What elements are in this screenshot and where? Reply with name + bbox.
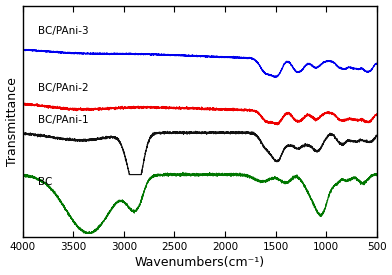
Text: BC/PAni-3: BC/PAni-3	[38, 26, 89, 36]
Text: BC: BC	[38, 177, 52, 187]
Text: BC/PAni-1: BC/PAni-1	[38, 115, 89, 125]
X-axis label: Wavenumbers(cm⁻¹): Wavenumbers(cm⁻¹)	[134, 257, 265, 269]
Text: BC/PAni-2: BC/PAni-2	[38, 83, 89, 93]
Y-axis label: Transmittance: Transmittance	[5, 77, 18, 166]
